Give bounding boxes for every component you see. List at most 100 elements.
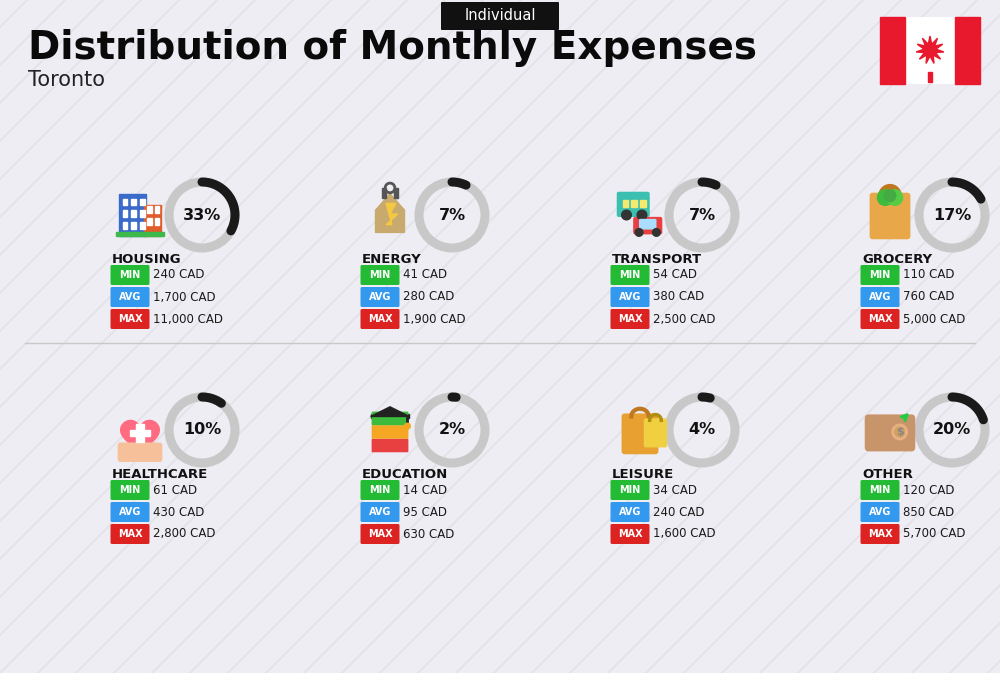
Bar [147,218,152,225]
Bar [131,199,136,205]
FancyBboxPatch shape [610,502,650,522]
Text: 760 CAD: 760 CAD [903,291,954,304]
Text: AVG: AVG [619,507,641,517]
Circle shape [404,423,410,429]
Bar [123,210,127,217]
Text: MAX: MAX [618,314,642,324]
Text: 2,800 CAD: 2,800 CAD [153,528,216,540]
Text: 5,000 CAD: 5,000 CAD [903,312,965,326]
Bar [136,424,144,441]
FancyBboxPatch shape [360,265,400,285]
Bar [623,199,628,207]
Circle shape [892,424,907,439]
Bar [640,199,646,207]
FancyBboxPatch shape [372,439,408,452]
Polygon shape [386,203,398,225]
Text: AVG: AVG [869,292,891,302]
Text: MIN: MIN [869,270,891,280]
Text: $: $ [896,427,904,437]
Text: MIN: MIN [369,270,391,280]
Text: AVG: AVG [369,507,391,517]
FancyBboxPatch shape [110,524,150,544]
Polygon shape [376,194,404,232]
Bar [955,17,980,83]
FancyBboxPatch shape [860,524,900,544]
Text: 41 CAD: 41 CAD [403,269,447,281]
Bar [116,232,164,236]
Text: ENERGY: ENERGY [362,253,422,266]
Bar [140,222,145,229]
Text: MAX: MAX [118,314,142,324]
FancyBboxPatch shape [372,412,408,425]
Bar [123,222,127,229]
Text: 630 CAD: 630 CAD [403,528,454,540]
Bar [394,188,398,198]
FancyBboxPatch shape [110,309,150,329]
FancyBboxPatch shape [360,502,400,522]
Text: MAX: MAX [368,314,392,324]
FancyBboxPatch shape [441,2,559,30]
Text: 240 CAD: 240 CAD [653,505,704,518]
Text: 2%: 2% [438,423,466,437]
Text: MIN: MIN [869,485,891,495]
Text: 1,900 CAD: 1,900 CAD [403,312,466,326]
FancyBboxPatch shape [118,442,162,462]
Circle shape [895,427,904,437]
Bar [131,210,136,217]
Text: HOUSING: HOUSING [112,253,182,266]
Bar [140,199,145,205]
Bar [140,210,145,217]
Text: Toronto: Toronto [28,70,105,90]
Text: MAX: MAX [868,529,892,539]
FancyBboxPatch shape [360,480,400,500]
FancyBboxPatch shape [360,287,400,307]
Text: 4%: 4% [688,423,716,437]
FancyBboxPatch shape [610,265,650,285]
Circle shape [635,229,643,236]
Text: 240 CAD: 240 CAD [153,269,205,281]
FancyBboxPatch shape [610,524,650,544]
FancyBboxPatch shape [860,480,900,500]
Text: 280 CAD: 280 CAD [403,291,454,304]
Text: 10%: 10% [183,423,221,437]
Text: MIN: MIN [119,270,141,280]
Text: AVG: AVG [869,507,891,517]
Circle shape [884,190,896,201]
Text: OTHER: OTHER [862,468,913,481]
Text: 380 CAD: 380 CAD [653,291,704,304]
Text: 95 CAD: 95 CAD [403,505,447,518]
Polygon shape [371,406,409,417]
Text: 20%: 20% [933,423,971,437]
Text: 1,700 CAD: 1,700 CAD [153,291,216,304]
Text: 61 CAD: 61 CAD [153,483,197,497]
Bar [144,205,161,236]
FancyBboxPatch shape [110,502,150,522]
FancyBboxPatch shape [360,524,400,544]
Text: 430 CAD: 430 CAD [153,505,204,518]
Text: AVG: AVG [119,292,141,302]
FancyBboxPatch shape [610,287,650,307]
Text: 120 CAD: 120 CAD [903,483,954,497]
Text: MIN: MIN [369,485,391,495]
Text: AVG: AVG [619,292,641,302]
FancyBboxPatch shape [880,17,980,83]
FancyBboxPatch shape [633,217,662,234]
Circle shape [653,229,660,236]
FancyBboxPatch shape [610,480,650,500]
FancyBboxPatch shape [110,287,150,307]
Text: 14 CAD: 14 CAD [403,483,447,497]
Bar [880,17,905,83]
FancyBboxPatch shape [360,309,400,329]
Text: 11,000 CAD: 11,000 CAD [153,312,223,326]
Text: MIN: MIN [119,485,141,495]
Bar [382,188,386,198]
Text: Distribution of Monthly Expenses: Distribution of Monthly Expenses [28,29,757,67]
Text: EDUCATION: EDUCATION [362,468,448,481]
FancyBboxPatch shape [860,287,900,307]
FancyBboxPatch shape [110,265,150,285]
FancyBboxPatch shape [110,480,150,500]
Text: 5,700 CAD: 5,700 CAD [903,528,966,540]
Circle shape [887,190,903,205]
Text: 110 CAD: 110 CAD [903,269,954,281]
Bar [928,71,932,81]
